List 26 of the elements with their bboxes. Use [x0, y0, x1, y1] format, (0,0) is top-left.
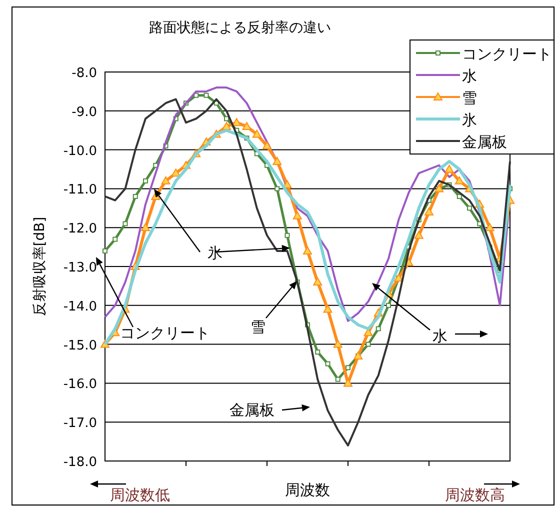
y-tick-label: -10.0 — [63, 144, 97, 159]
legend-label: 金属板 — [462, 133, 507, 151]
y-tick-label: -9.0 — [72, 104, 97, 120]
y-tick-label: -15.0 — [63, 338, 97, 354]
legend-label: 雪 — [462, 89, 477, 107]
x-axis-title: 周波数 — [285, 481, 330, 499]
text: 周波数低 — [110, 486, 170, 504]
y-axis-title: 反射吸収率[dB] — [32, 216, 48, 316]
chart-title: 路面状態による反射率の違い — [149, 20, 331, 36]
annotation: コンクリート — [120, 324, 210, 342]
y-tick-label: -14.0 — [63, 299, 97, 314]
annotation: 氷 — [208, 244, 222, 262]
y-tick-label: -18.0 — [63, 455, 97, 470]
legend-label: 水 — [462, 67, 477, 85]
legend-label: 氷 — [462, 111, 477, 129]
annotation: 雪 — [250, 318, 266, 336]
annotation: 水 — [432, 327, 448, 345]
y-tick-label: -17.0 — [63, 416, 97, 432]
annotation: 金属板 — [230, 401, 274, 419]
legend-label: コンクリート — [462, 45, 552, 63]
y-tick-label: -11.0 — [63, 182, 97, 198]
y-tick-label: -8.0 — [72, 66, 97, 81]
y-tick-label: -16.0 — [63, 377, 97, 392]
text: 周波数高 — [445, 486, 505, 504]
y-tick-label: -12.0 — [63, 222, 97, 237]
y-tick-label: -13.0 — [63, 260, 97, 276]
